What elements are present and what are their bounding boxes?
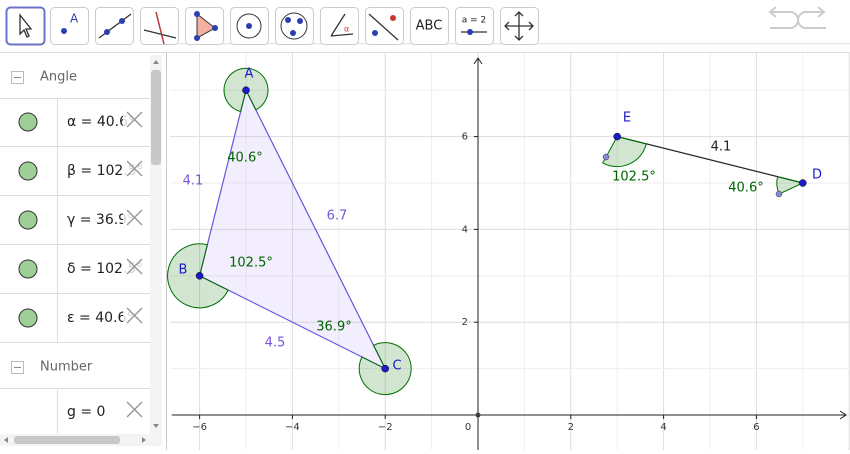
tool-button[interactable] [320, 7, 359, 45]
line-icon-dot [119, 18, 125, 24]
redo-button[interactable] [797, 6, 826, 29]
angle-label: 102.5° [229, 256, 273, 271]
text-tool[interactable]: ABC [416, 19, 443, 34]
segment-label: 4.5 [265, 336, 286, 351]
tool-button[interactable] [455, 7, 494, 45]
graphics-view[interactable] [170, 53, 850, 450]
angle-label: 102.5° [612, 170, 656, 185]
point-icon-label: A [70, 12, 79, 26]
pan-icon [504, 11, 534, 41]
angle-label: 40.6° [728, 181, 763, 196]
tool-buttons: Aα ABC a = 2 [5, 6, 539, 46]
delete-button[interactable] [126, 307, 143, 324]
x-tick-label: −4 [285, 422, 300, 433]
point-label: E [623, 111, 631, 126]
point-label: C [392, 359, 401, 374]
y-tick-label: 4 [462, 224, 468, 235]
tool-button[interactable] [50, 7, 89, 45]
d [246, 23, 252, 29]
point-label: D [812, 168, 822, 183]
point-icon [61, 28, 67, 34]
d [297, 18, 303, 24]
h-scroll-thumb[interactable] [14, 436, 120, 444]
x-tick-label: 0 [465, 422, 471, 433]
aux-point [775, 190, 783, 198]
algebra-item[interactable]: α = 40.6° [67, 114, 135, 130]
circle3-icon [280, 12, 308, 40]
visibility-toggle[interactable] [18, 259, 38, 279]
algebra-item[interactable]: γ = 36.9° [67, 212, 134, 228]
segment[interactable] [617, 136, 803, 184]
axis-arrows [473, 57, 847, 420]
point[interactable] [381, 364, 389, 373]
v-scroll-thumb[interactable] [151, 70, 161, 165]
point[interactable] [799, 179, 807, 187]
delete-button[interactable] [126, 258, 143, 275]
segment-label: 4.1 [711, 140, 732, 155]
delete-button[interactable] [126, 111, 143, 128]
circle-icon [236, 13, 262, 39]
segment-label: 4.1 [183, 174, 204, 189]
visibility-toggle[interactable] [18, 210, 38, 230]
move-icon [19, 13, 33, 38]
polygon-icon [196, 12, 216, 39]
x-tick-label: −2 [378, 422, 393, 433]
perp-icon-red [155, 11, 165, 45]
geometry: A B C E D 4.1 6.7 4.5 4.1 40.6° 102.5° 36.9° 102.5° 4… [167, 67, 822, 396]
delete-button[interactable] [126, 401, 143, 418]
angle-arc[interactable] [358, 342, 412, 396]
y-tick-label: 6 [462, 132, 468, 143]
tool-button[interactable] [410, 7, 449, 45]
y-tick-label: 2 [462, 317, 468, 328]
d [467, 29, 473, 35]
point[interactable] [195, 272, 204, 280]
group-title: Number [40, 360, 93, 375]
group-title: Angle [40, 70, 77, 85]
delete-button[interactable] [126, 209, 143, 226]
angle-icon-a: α [344, 25, 349, 34]
algebra-item[interactable]: g = 0 [67, 404, 105, 420]
angle-arc[interactable] [602, 136, 647, 168]
angle-label: 36.9° [316, 320, 351, 335]
d [194, 35, 200, 41]
x-tick-label: −6 [192, 422, 207, 433]
d [390, 15, 396, 21]
visibility-toggle[interactable] [18, 112, 38, 132]
x-tick-label: 2 [568, 422, 574, 433]
point-label: B [179, 263, 188, 278]
tool-button[interactable] [5, 6, 46, 46]
d [285, 17, 291, 23]
d [372, 30, 378, 36]
visibility-toggle[interactable] [18, 308, 38, 328]
triangle[interactable] [198, 88, 387, 370]
angle-icon [330, 13, 354, 37]
x-tick-label: 6 [753, 422, 759, 433]
angle-label: 40.6° [227, 151, 262, 166]
point[interactable] [242, 86, 250, 94]
visibility-toggle[interactable] [18, 161, 38, 181]
algebra-item[interactable]: ε = 40.6° [67, 310, 133, 326]
d [212, 25, 218, 31]
delete-button[interactable] [126, 160, 143, 177]
slider-tool[interactable]: a = 2 [462, 16, 487, 26]
reflect-icon [368, 13, 399, 41]
point-label: A [245, 67, 254, 82]
aux-point [602, 153, 610, 161]
line-icon-dot [104, 29, 110, 35]
d [194, 11, 200, 17]
line-icon [98, 13, 132, 39]
d [290, 30, 296, 36]
point[interactable] [613, 132, 621, 141]
x-tick-label: 4 [660, 422, 666, 433]
segment-label: 6.7 [327, 209, 348, 224]
